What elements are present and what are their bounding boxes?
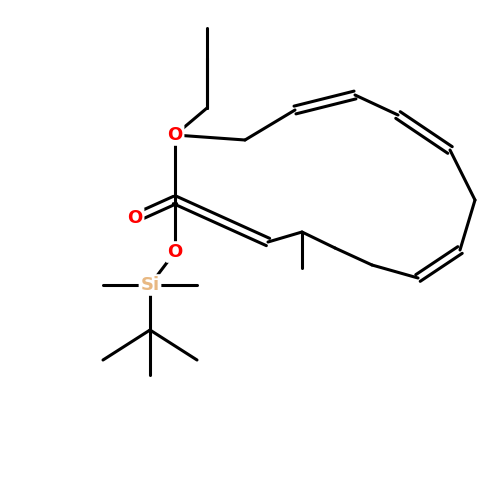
Text: O: O [168,126,182,144]
Text: O: O [128,209,142,227]
Text: O: O [168,243,182,261]
Text: Si: Si [140,276,160,294]
